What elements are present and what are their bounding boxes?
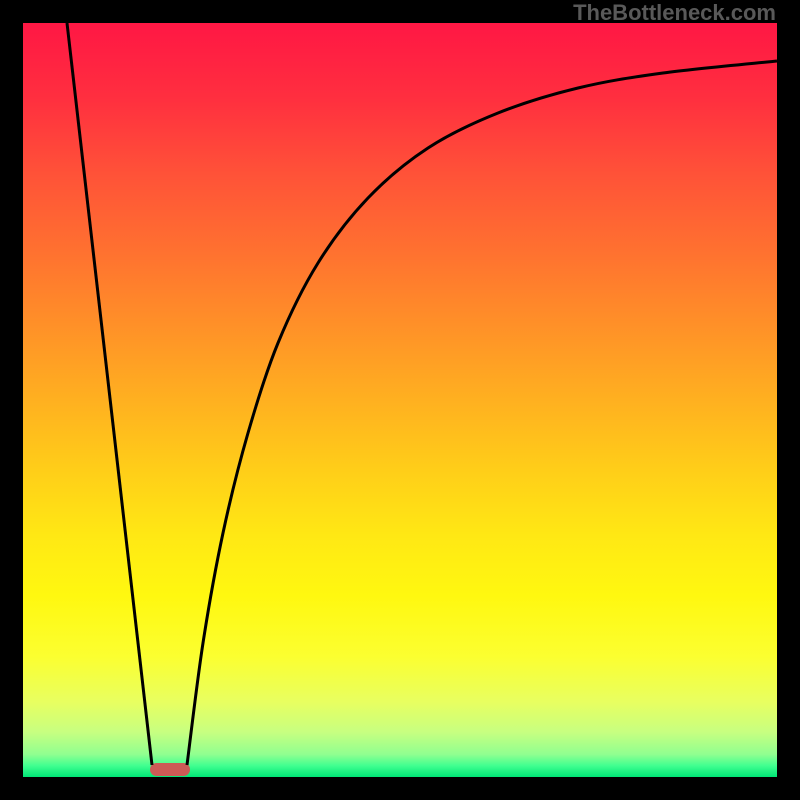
plot-area — [23, 23, 777, 777]
right-curve — [187, 61, 777, 765]
chart-container: TheBottleneck.com — [0, 0, 800, 800]
curves-svg — [23, 23, 777, 777]
left-line — [67, 23, 152, 765]
